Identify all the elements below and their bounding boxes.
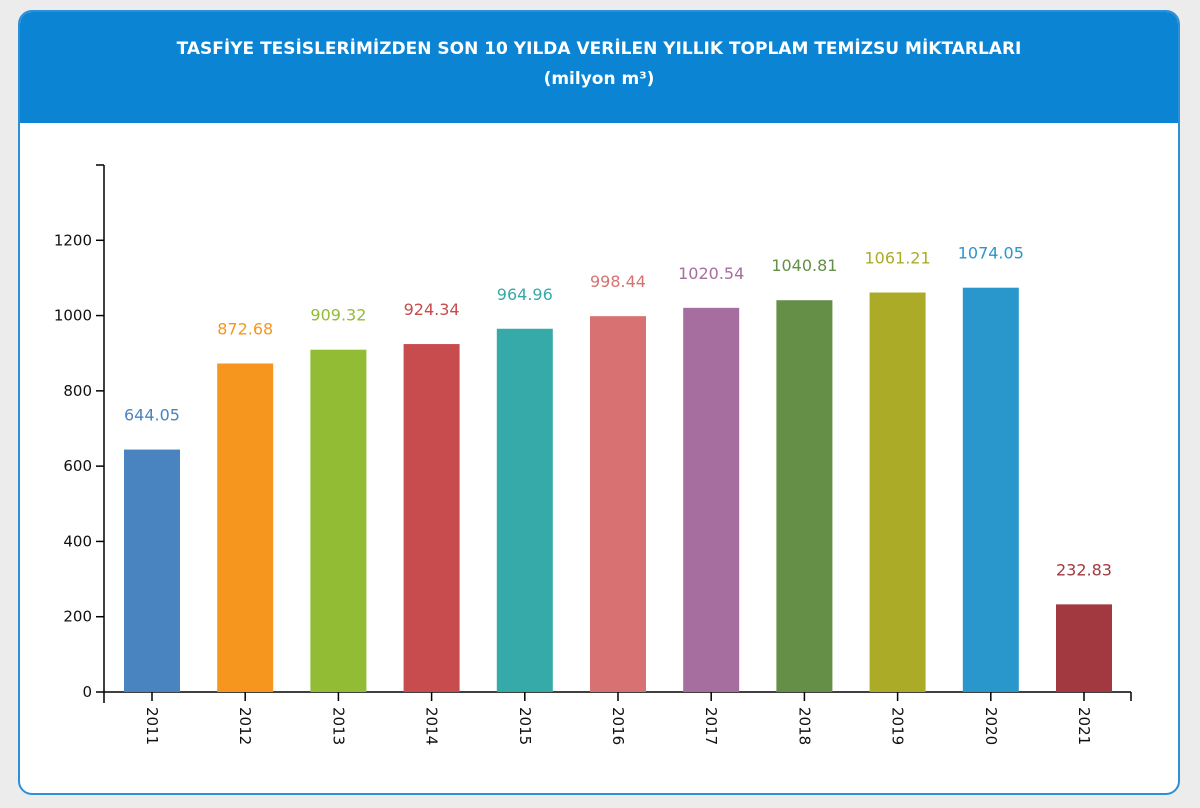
x-tick-label-2015: 2015 [516,707,534,745]
bar-2014 [403,344,460,692]
y-tick-label: 400 [63,532,92,550]
data-label-2014: 924.34 [404,300,460,319]
bar-2018 [776,300,833,692]
x-tick-label-2011: 2011 [143,707,161,745]
y-tick-label: 800 [63,382,92,400]
data-label-2018: 1040.81 [771,256,837,275]
x-tick-label-2013: 2013 [329,707,347,745]
chart-title: TASFİYE TESİSLERİMİZDEN SON 10 YILDA VER… [176,39,1022,59]
bar-2021 [1056,604,1112,692]
x-tick-label-2021: 2021 [1075,707,1093,745]
data-label-2017: 1020.54 [678,264,744,283]
x-tick-label-2020: 2020 [982,707,1000,745]
y-tick-label: 1000 [54,307,92,325]
chart-header: TASFİYE TESİSLERİMİZDEN SON 10 YILDA VER… [20,12,1178,123]
data-label-2011: 644.05 [124,406,180,425]
y-tick-label: 0 [82,683,92,701]
y-tick-label: 1200 [54,231,92,249]
chart-subtitle: (milyon m³) [543,69,655,89]
x-tick-label-2018: 2018 [795,707,813,745]
x-tick-label-2012: 2012 [236,707,254,745]
bar-2011 [124,449,180,692]
bar-2015 [496,328,553,692]
bar-2020 [962,287,1019,692]
y-tick-label: 200 [63,608,92,626]
data-label-2015: 964.96 [497,285,553,304]
data-label-2019: 1061.21 [865,249,931,268]
bar-2019 [869,292,926,692]
data-label-2020: 1074.05 [958,244,1024,263]
bar-2012 [217,363,274,692]
x-tick-label-2019: 2019 [889,707,907,745]
y-tick-label: 600 [63,457,92,475]
data-label-2021: 232.83 [1056,560,1112,579]
x-tick-label-2016: 2016 [609,707,627,745]
x-tick-label-2014: 2014 [423,707,441,745]
x-tick-label-2017: 2017 [702,707,720,745]
data-label-2013: 909.32 [310,306,366,325]
bar-2017 [683,307,740,692]
data-label-2016: 998.44 [590,272,646,291]
bar-2013 [310,349,367,692]
data-label-2012: 872.68 [217,319,273,338]
bar-2016 [590,316,646,692]
